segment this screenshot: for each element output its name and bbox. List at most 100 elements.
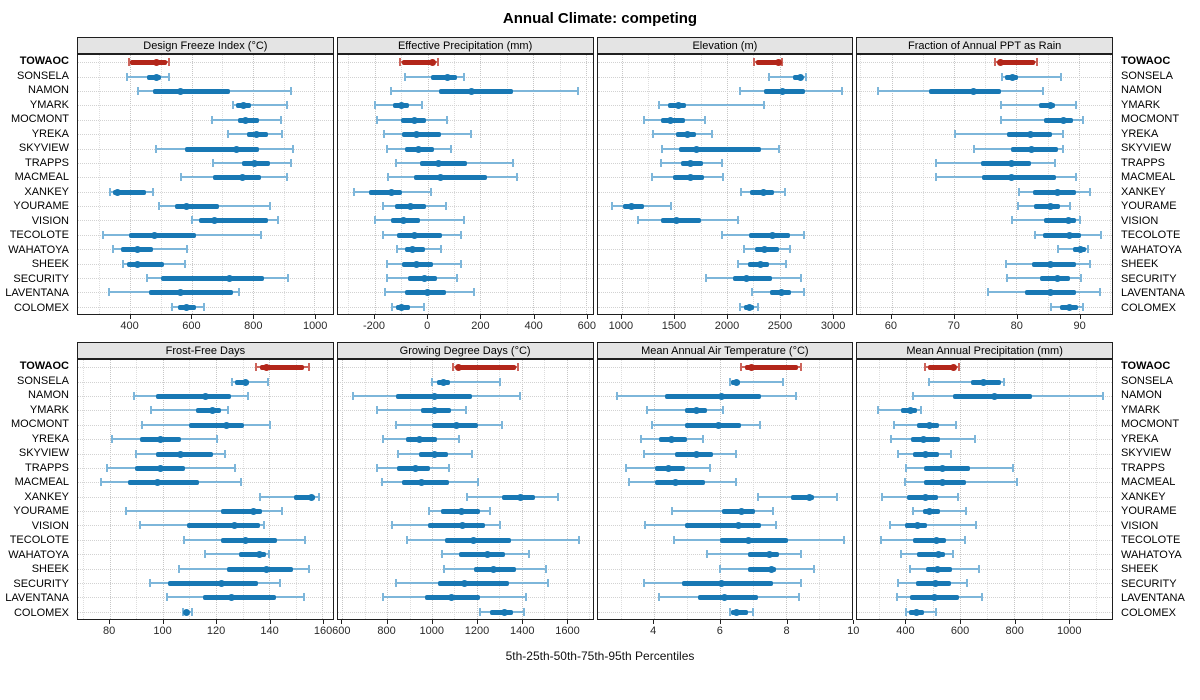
station-label: YREKA	[31, 127, 69, 140]
station-label: YOURAME	[1121, 200, 1177, 213]
row-gridline	[78, 249, 333, 251]
median-dot	[256, 551, 264, 559]
median-dot	[926, 508, 934, 516]
whisker-cap	[499, 521, 502, 530]
median-dot	[439, 378, 447, 386]
row-gridline	[857, 410, 1112, 412]
median-dot	[746, 303, 754, 311]
station-label: LAVENTANA	[5, 287, 69, 300]
median-dot	[483, 551, 491, 559]
whisker-line	[432, 380, 501, 383]
whisker-cap	[953, 130, 956, 139]
whisker-cap	[395, 579, 398, 588]
tick-mark	[620, 315, 622, 319]
whisker-cap	[124, 507, 127, 516]
iqr-bar	[127, 261, 164, 267]
major-gridline	[252, 55, 254, 314]
median-dot	[1066, 231, 1074, 239]
major-gridline	[585, 55, 587, 314]
whisker-cap	[1042, 86, 1045, 95]
whisker-cap	[152, 187, 155, 196]
iqr-bar	[226, 566, 293, 572]
whisker-cap	[903, 478, 906, 487]
whisker-cap	[455, 274, 458, 283]
panel-strip: Growing Degree Days (°C)	[336, 342, 594, 359]
whisker-cap	[231, 101, 234, 110]
whisker-cap	[177, 564, 180, 573]
whisker-cap	[1062, 144, 1065, 153]
whisker-cap	[974, 435, 977, 444]
iqr-bar	[748, 552, 780, 558]
major-gridline	[1078, 55, 1080, 314]
median-dot	[732, 608, 740, 616]
row-gridline	[857, 263, 1112, 265]
whisker-cap	[148, 579, 151, 588]
whisker-cap	[500, 420, 503, 429]
whisker-cap	[106, 463, 109, 472]
axis-tick-label: 200	[471, 320, 490, 332]
row-gridline	[857, 496, 1112, 498]
tick-mark	[673, 315, 675, 319]
row-gridline	[597, 496, 853, 498]
whisker-cap	[880, 492, 883, 501]
median-dot	[921, 493, 929, 501]
station-labels-right: TOWAOC SONSELA NAMON YMARK MOCMONT YREKA SKYVI…	[1116, 54, 1196, 315]
iqr-bar	[402, 132, 441, 138]
median-dot	[1027, 131, 1035, 139]
station-label: TRAPPS	[24, 461, 69, 474]
axis-tick-label: 8	[783, 625, 790, 637]
whisker-cap	[722, 406, 725, 415]
iqr-bar	[369, 189, 403, 195]
median-dot	[979, 378, 987, 386]
median-dot	[1053, 275, 1061, 283]
whisker-cap	[101, 230, 104, 239]
x-axis: 4 6 8 10	[597, 620, 859, 640]
median-dot	[665, 464, 673, 472]
panel-title: Elevation (m)	[692, 39, 758, 52]
whisker-cap	[999, 101, 1002, 110]
tick-mark	[586, 315, 588, 319]
median-dot	[430, 450, 438, 458]
station-label: MACMEAL	[1121, 476, 1176, 489]
minor-gridline	[189, 360, 191, 619]
whisker-cap	[398, 58, 401, 67]
whisker-line	[1000, 104, 1077, 107]
station-label: TRAPPS	[1121, 156, 1166, 169]
whisker-cap	[512, 158, 515, 167]
row-gridline	[857, 220, 1112, 222]
panel-band: Frost-Free Days Growing Degree Days (°C) M…	[4, 342, 1196, 640]
whisker-cap	[804, 72, 807, 81]
panel	[77, 54, 334, 315]
whisker-cap	[1075, 101, 1078, 110]
row-gridline	[597, 134, 853, 136]
whisker-cap	[447, 463, 450, 472]
major-gridline	[621, 55, 623, 314]
iqr-bar	[455, 365, 517, 371]
row-gridline	[857, 249, 1112, 251]
whisker-cap	[1006, 274, 1009, 283]
median-dot	[308, 493, 316, 501]
median-dot	[411, 464, 419, 472]
iqr-bar	[402, 60, 435, 66]
tick-mark	[567, 620, 569, 624]
whisker-cap	[1034, 230, 1037, 239]
row-gridline	[597, 410, 853, 412]
row-gridline	[337, 249, 593, 251]
row-gridline	[337, 439, 593, 441]
minor-gridline	[401, 55, 403, 314]
iqr-bar	[1043, 218, 1076, 224]
station-label: WAHATOYA	[8, 548, 69, 561]
whisker-cap	[642, 579, 645, 588]
axis-tick-label: 800	[244, 320, 263, 332]
whisker-cap	[735, 478, 738, 487]
axis-tick-label: 4	[650, 625, 657, 637]
median-dot	[1059, 116, 1067, 124]
whisker-cap	[670, 202, 673, 211]
iqr-bar	[259, 365, 304, 371]
panel-grid: Design Freeze Index (°C) Effective Precip…	[4, 37, 1196, 640]
whisker-cap	[1002, 377, 1005, 386]
median-dot	[183, 608, 191, 616]
minor-gridline	[1110, 55, 1112, 314]
iqr-bar	[927, 365, 957, 371]
tick-mark	[315, 315, 317, 319]
